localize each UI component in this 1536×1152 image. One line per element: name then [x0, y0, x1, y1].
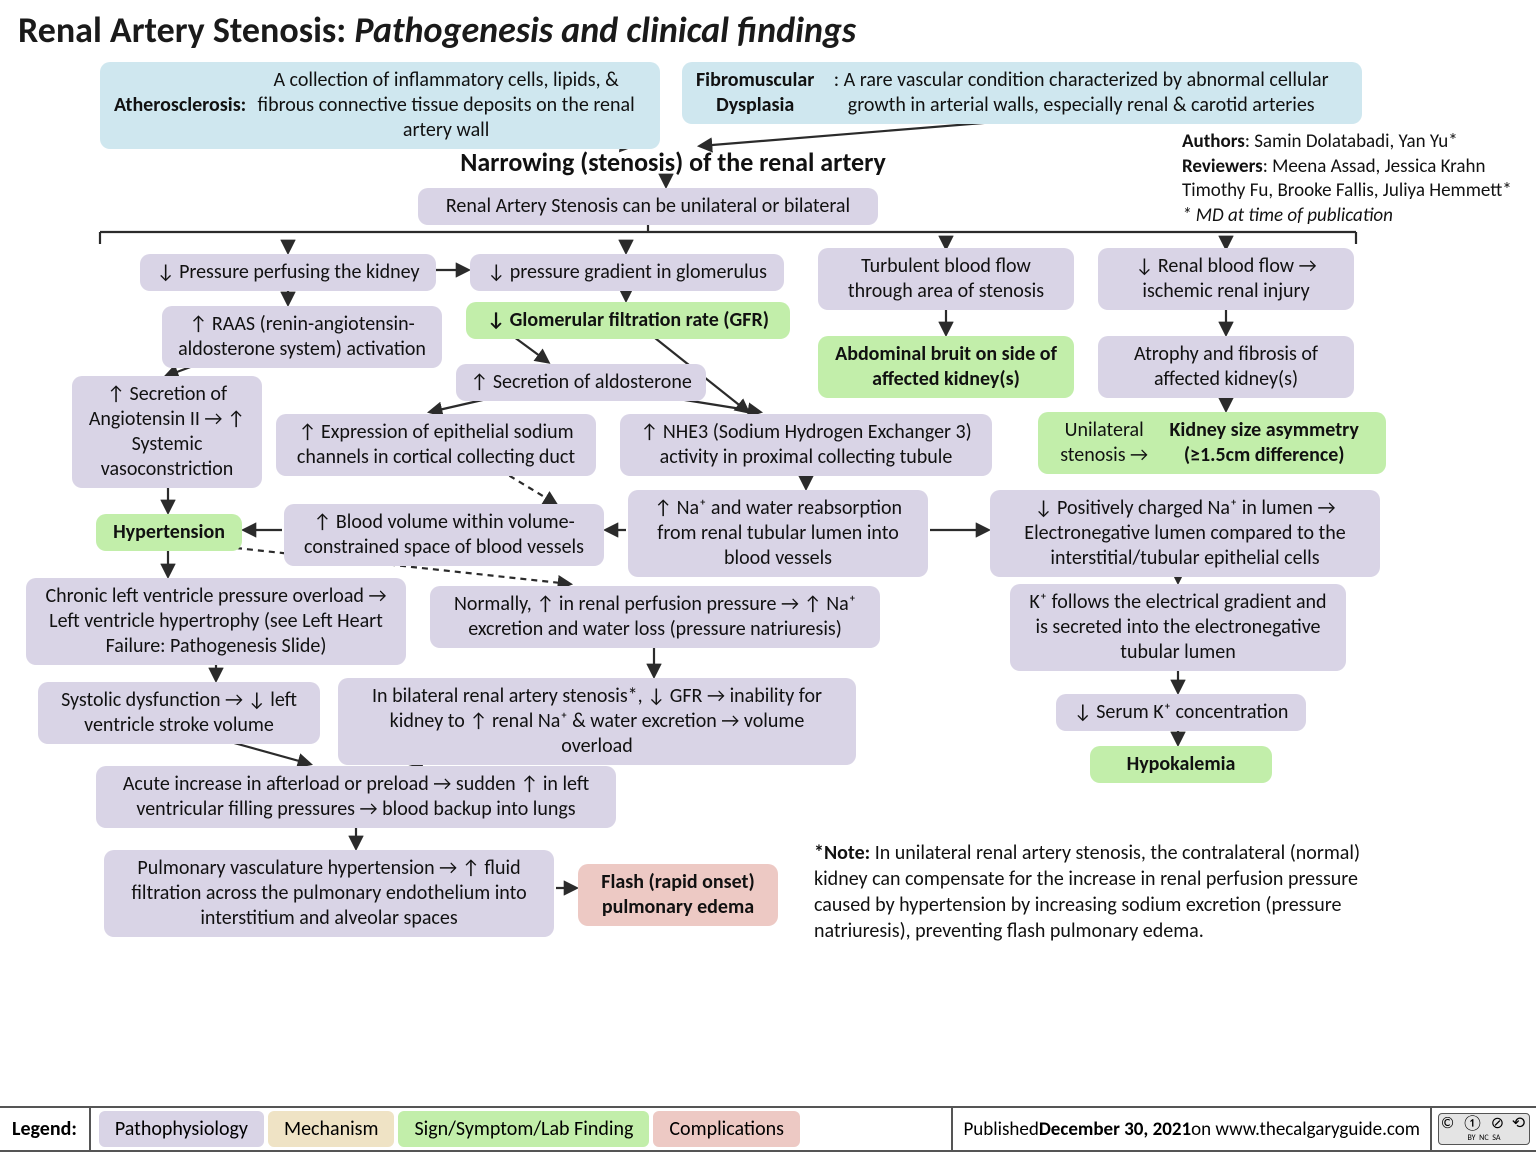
- cc-by-nc-sa-icon: © ① ⊘ ⟲ BY NC SA: [1438, 1113, 1530, 1145]
- legend-label: Legend:: [0, 1108, 91, 1150]
- publication-info: Published December 30, 2021 on www.theca…: [951, 1108, 1430, 1150]
- legend-item: Pathophysiology: [99, 1111, 264, 1147]
- node-fmd: Fibromuscular Dysplasia: A rare vascular…: [682, 62, 1362, 124]
- node-afterload: Acute increase in afterload or preload →…: [96, 766, 616, 828]
- node-bruit: Abdominal bruit on side of affected kidn…: [818, 336, 1074, 398]
- credits-block: Authors: Samin Dolatabadi, Yan Yu* Revie…: [1182, 130, 1512, 229]
- node-flash: Flash (rapid onset) pulmonary edema: [578, 864, 778, 926]
- node-bilat: In bilateral renal artery stenosis*, ↓ G…: [338, 678, 856, 765]
- legend-bar: Legend: PathophysiologyMechanismSign/Sym…: [0, 1106, 1536, 1152]
- node-lvpo: Chronic left ventricle pressure overload…: [26, 578, 406, 665]
- node-gfr: ↓ Glomerular filtration rate (GFR): [466, 302, 790, 339]
- page-title: Renal Artery Stenosis: Pathogenesis and …: [18, 8, 856, 52]
- node-atrophy: Atrophy and fibrosis of affected kidney(…: [1098, 336, 1354, 398]
- legend-item: Sign/Symptom/Lab Finding: [398, 1111, 649, 1147]
- node-turbulent: Turbulent blood flow through area of ste…: [818, 248, 1074, 310]
- title-sub: Pathogenesis and clinical findings: [354, 8, 856, 52]
- node-ang2: ↑ Secretion of Angiotensin II → ↑ System…: [72, 376, 262, 488]
- node-pulmv: Pulmonary vasculature hypertension → ↑ f…: [104, 850, 554, 937]
- node-kfollow: K⁺ follows the electrical gradient and i…: [1010, 584, 1346, 671]
- flowchart-canvas: Renal Artery Stenosis: Pathogenesis and …: [0, 0, 1536, 1152]
- legend-item: Complications: [653, 1111, 800, 1147]
- node-athero: Atherosclerosis: A collection of inflamm…: [100, 62, 660, 149]
- node-natri: Normally, ↑ in renal perfusion pressure …: [430, 586, 880, 648]
- node-naLumen: ↓ Positively charged Na⁺ in lumen → Elec…: [990, 490, 1380, 577]
- title-main: Renal Artery Stenosis:: [18, 8, 346, 52]
- node-narrowing: Narrowing (stenosis) of the renal artery: [418, 140, 928, 185]
- node-hypok: Hypokalemia: [1090, 746, 1272, 783]
- node-serumk: ↓ Serum K⁺ concentration: [1056, 694, 1306, 731]
- node-navol: ↑ Na⁺ and water reabsorption from renal …: [628, 490, 928, 577]
- node-renalbf: ↓ Renal blood flow → ischemic renal inju…: [1098, 248, 1354, 310]
- node-htn: Hypertension: [96, 514, 242, 551]
- node-raas: ↑ RAAS (renin-angiotensin-aldosterone sy…: [162, 306, 442, 368]
- node-gradient: ↓ pressure gradient in glomerulus: [470, 254, 784, 291]
- node-unilat: Renal Artery Stenosis can be unilateral …: [418, 188, 878, 225]
- node-sysdys: Systolic dysfunction → ↓ left ventricle …: [38, 682, 320, 744]
- license-badge: © ① ⊘ ⟲ BY NC SA: [1430, 1108, 1536, 1150]
- legend-items: PathophysiologyMechanismSign/Symptom/Lab…: [91, 1111, 802, 1147]
- node-enac: ↑ Expression of epithelial sodium channe…: [276, 414, 596, 476]
- node-bloodvol: ↑ Blood volume within volume-constrained…: [284, 504, 604, 566]
- node-perfuse: ↓ Pressure perfusing the kidney: [140, 254, 436, 291]
- node-asym: Unilateral stenosis → Kidney size asymme…: [1038, 412, 1386, 474]
- legend-item: Mechanism: [268, 1111, 395, 1147]
- node-aldo: ↑ Secretion of aldosterone: [456, 364, 706, 401]
- footnote: *Note: In unilateral renal artery stenos…: [800, 830, 1400, 954]
- node-nhe3: ↑ NHE3 (Sodium Hydrogen Exchanger 3) act…: [620, 414, 992, 476]
